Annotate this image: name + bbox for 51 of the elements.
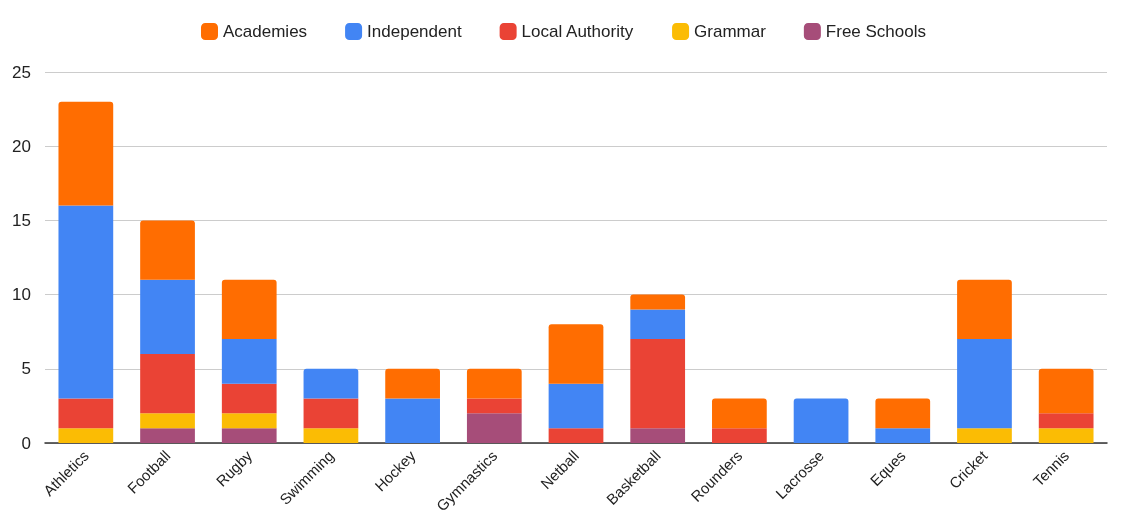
bar: [957, 428, 1012, 443]
bar: [630, 309, 686, 340]
bar: [712, 398, 767, 429]
bar: [793, 398, 849, 443]
bar: [385, 398, 440, 443]
bar: [221, 279, 277, 340]
y-tick-label: 20: [12, 136, 31, 156]
legend-label: Free Schools: [825, 22, 927, 41]
bar: [303, 428, 359, 443]
bar: [221, 383, 277, 414]
bar: [875, 428, 931, 443]
bar: [140, 428, 195, 443]
bar: [548, 383, 604, 429]
bar: [140, 353, 195, 414]
bar: [712, 428, 767, 443]
bar: [58, 428, 114, 443]
bar: [1038, 428, 1094, 443]
bar: [303, 368, 359, 399]
legend-label: Grammar: [694, 22, 767, 41]
legend-label: Local Authority: [521, 22, 634, 41]
bar: [1038, 413, 1094, 429]
bar: [957, 279, 1012, 340]
bar: [630, 428, 686, 443]
bar: [140, 220, 195, 280]
bar: [466, 413, 522, 443]
bar: [221, 413, 277, 429]
bar: [630, 339, 686, 429]
y-tick-label: 5: [21, 359, 31, 379]
bar: [957, 339, 1012, 429]
bar: [58, 101, 114, 206]
bar: [140, 413, 195, 429]
bar: [385, 368, 440, 399]
bar: [58, 398, 114, 429]
bar: [875, 398, 931, 429]
bar: [466, 368, 522, 399]
bar: [1038, 368, 1094, 414]
y-tick-label: 25: [12, 62, 31, 82]
bar: [466, 398, 522, 414]
bar: [221, 339, 277, 384]
y-tick-label: 10: [12, 285, 31, 305]
bar: [303, 398, 359, 429]
bar: [58, 205, 114, 399]
legend-label: Academies: [222, 22, 308, 41]
bar: [140, 279, 195, 354]
bar: [548, 428, 604, 443]
y-tick-label: 15: [12, 210, 31, 230]
legend-label: Independent: [367, 22, 462, 41]
bar: [221, 428, 277, 443]
y-tick-label: 0: [21, 433, 31, 453]
bar: [630, 294, 686, 310]
bar: [548, 324, 604, 384]
